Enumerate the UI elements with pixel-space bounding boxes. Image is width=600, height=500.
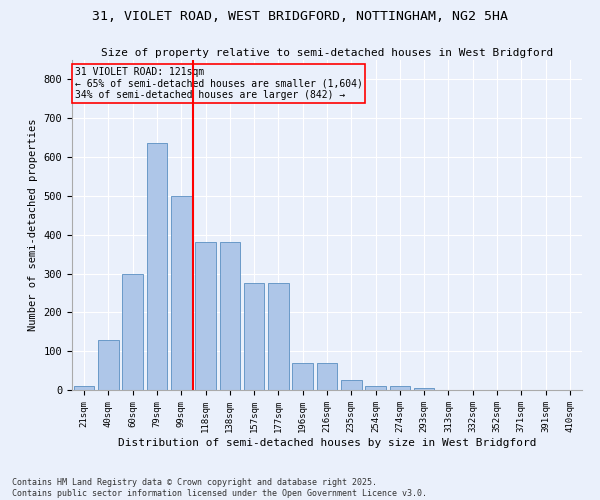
Bar <box>341 380 362 390</box>
Bar <box>171 196 191 390</box>
Text: Contains HM Land Registry data © Crown copyright and database right 2025.
Contai: Contains HM Land Registry data © Crown c… <box>12 478 427 498</box>
Bar <box>98 340 119 390</box>
Bar <box>292 363 313 390</box>
Text: 31, VIOLET ROAD, WEST BRIDGFORD, NOTTINGHAM, NG2 5HA: 31, VIOLET ROAD, WEST BRIDGFORD, NOTTING… <box>92 10 508 23</box>
Bar <box>389 386 410 390</box>
Bar <box>195 242 216 390</box>
Bar <box>122 274 143 390</box>
Bar <box>220 242 240 390</box>
Bar <box>74 386 94 390</box>
Text: 31 VIOLET ROAD: 121sqm
← 65% of semi-detached houses are smaller (1,604)
34% of : 31 VIOLET ROAD: 121sqm ← 65% of semi-det… <box>74 66 362 100</box>
Title: Size of property relative to semi-detached houses in West Bridgford: Size of property relative to semi-detach… <box>101 48 553 58</box>
X-axis label: Distribution of semi-detached houses by size in West Bridgford: Distribution of semi-detached houses by … <box>118 438 536 448</box>
Bar <box>365 386 386 390</box>
Bar <box>414 388 434 390</box>
Y-axis label: Number of semi-detached properties: Number of semi-detached properties <box>28 118 38 331</box>
Bar <box>244 283 265 390</box>
Bar <box>268 283 289 390</box>
Bar <box>317 363 337 390</box>
Bar <box>146 144 167 390</box>
